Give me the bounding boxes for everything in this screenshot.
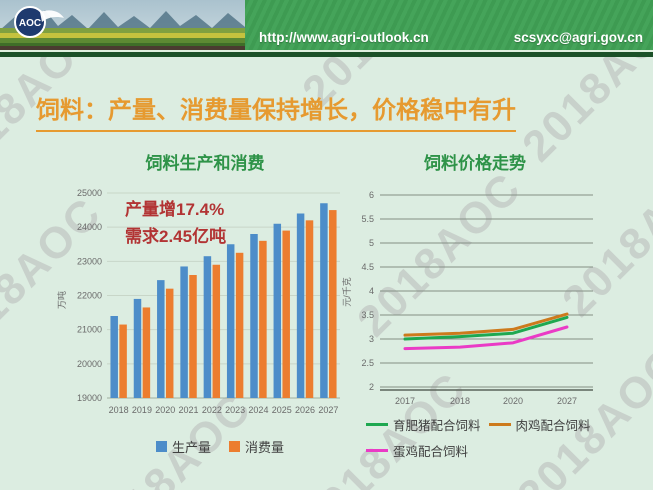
y-axis-tick: 4: [369, 286, 374, 296]
divider-line-dark: [0, 52, 653, 57]
y-axis-tick: 23000: [77, 256, 102, 266]
legend-item-消费量: 消费量: [229, 437, 284, 456]
bar-消费量-2025: [282, 230, 290, 398]
legend-swatch: [229, 441, 240, 452]
legend-swatch: [366, 449, 388, 452]
bar-生产量-2023: [226, 244, 235, 398]
annotation: 产量增17.4% 需求2.45亿吨: [125, 196, 226, 250]
bar-消费量-2018: [119, 324, 127, 398]
bar-消费量-2024: [259, 240, 267, 398]
y-axis-tick: 5.5: [361, 214, 374, 224]
header-banner: http://www.agri-outlook.cn scsyxc@agri.g…: [245, 0, 653, 50]
legend-label: 肉鸡配合饲料: [515, 419, 591, 433]
line-chart-plot: 6 5.5 5 4.5 4 3.5 3 2.5 2 元/千克 2017 2018 2020 2027: [342, 190, 593, 406]
y-axis-tick: 2.5: [361, 358, 374, 368]
line-chart-legend: 育肥猪配合饲料 肉鸡配合饲料蛋鸡配合饲料: [366, 415, 651, 460]
aoc-logo: [14, 6, 46, 38]
x-axis-tick: 2027: [557, 396, 577, 406]
bar-生产量-2018: [110, 316, 118, 398]
y-axis-label: 万吨: [56, 291, 67, 309]
bar-生产量-2022: [203, 256, 212, 398]
legend-item-肉鸡配合饲料: 肉鸡配合饲料: [488, 415, 591, 434]
bar-消费量-2019: [142, 307, 151, 398]
legend-label: 消费量: [245, 440, 285, 455]
aoc-logo-text: AOC: [19, 18, 41, 29]
x-axis-tick: 2024: [248, 405, 268, 415]
bar-生产量-2021: [180, 266, 188, 398]
bar-生产量-2026: [296, 213, 305, 398]
bar-消费量-2027: [329, 210, 337, 398]
x-axis-tick: 2027: [318, 405, 338, 415]
legend-label: 育肥猪配合饲料: [393, 419, 481, 433]
price-trend-chart: 饲料价格走势 6 5.5 5 4.5 4 3.5 3 2.5 2 元/千克 2017 2018 2020…: [340, 152, 650, 460]
legend-label: 生产量: [171, 440, 211, 455]
series-line-育肥猪配合饲料: [403, 315, 569, 341]
bar-消费量-2023: [235, 252, 244, 398]
bar-生产量-2020: [157, 280, 165, 398]
x-axis-tick: 2022: [202, 405, 222, 415]
series-line-肉鸡配合饲料: [403, 312, 569, 337]
bar-chart-legend: 生产量 消费量: [55, 437, 355, 456]
legend-item-蛋鸡配合饲料: 蛋鸡配合饲料: [366, 441, 468, 460]
header: AOC http://www.agri-outlook.cn scsyxc@ag…: [0, 0, 653, 50]
y-axis-label: 元/千克: [342, 277, 352, 307]
bar-消费量-2026: [305, 220, 314, 398]
bar-chart-plot: 19000 20000 21000 22000 23000 24000 25000 万吨 201…: [56, 188, 340, 415]
y-axis-tick: 2: [369, 382, 374, 392]
x-axis-tick: 2020: [155, 405, 175, 415]
contact-email: scsyxc@agri.gov.cn: [513, 30, 643, 45]
landscape-photo-image: AOC: [0, 0, 245, 50]
y-axis-tick: 3.5: [361, 310, 374, 320]
y-axis-tick: 4.5: [361, 262, 374, 272]
x-axis-tick: 2023: [225, 405, 245, 415]
y-axis-tick: 3: [369, 334, 374, 344]
y-axis-tick: 19000: [77, 393, 102, 403]
landscape-photo: AOC: [0, 0, 245, 50]
line-chart-title: 饲料价格走势: [424, 154, 526, 173]
bar-生产量-2024: [250, 234, 258, 398]
annotation-line-1: 产量增17.4%: [125, 200, 225, 219]
legend-swatch: [488, 423, 511, 426]
production-consumption-chart: 饲料生产和消费 19000 20000 21000 22000 23000 24000 25…: [55, 152, 355, 456]
y-axis-tick: 22000: [77, 291, 102, 301]
aoc-logo-swoosh: [40, 10, 64, 22]
y-axis-tick: 20000: [77, 359, 102, 369]
x-axis-tick: 2025: [272, 405, 292, 415]
x-axis-tick: 2019: [132, 405, 152, 415]
legend-swatch: [155, 441, 167, 452]
slide-title: 饲料：产量、消费量保持增长，价格稳中有升: [36, 90, 516, 132]
y-axis-tick: 6: [369, 190, 374, 200]
bar-生产量-2027: [320, 203, 328, 398]
x-axis-tick: 2018: [109, 405, 129, 415]
divider-line-light: [0, 50, 653, 52]
y-axis-tick: 21000: [77, 325, 102, 335]
series-line-蛋鸡配合饲料: [403, 325, 569, 351]
legend-item-生产量: 生产量: [155, 437, 211, 456]
x-axis-tick: 2020: [503, 396, 523, 406]
bar-生产量-2025: [273, 223, 282, 398]
y-axis-tick: 25000: [77, 188, 102, 198]
x-axis-tick: 2021: [179, 405, 199, 415]
bar-消费量-2021: [189, 275, 197, 398]
x-axis-tick: 2017: [395, 396, 415, 406]
bar-消费量-2020: [165, 288, 174, 398]
website-url: http://www.agri-outlook.cn: [259, 30, 429, 45]
legend-label: 蛋鸡配合饲料: [393, 445, 469, 459]
y-axis-tick: 24000: [77, 222, 102, 232]
legend-item-育肥猪配合饲料: 育肥猪配合饲料: [366, 415, 481, 434]
x-axis-tick: 2026: [295, 405, 315, 415]
bar-chart-title: 饲料生产和消费: [145, 154, 265, 173]
x-axis-tick: 2018: [450, 396, 470, 406]
legend-swatch: [366, 423, 388, 426]
bar-生产量-2019: [133, 298, 142, 398]
annotation-line-2: 需求2.45亿吨: [125, 227, 227, 246]
bar-消费量-2022: [212, 264, 221, 398]
y-axis-tick: 5: [369, 238, 374, 248]
